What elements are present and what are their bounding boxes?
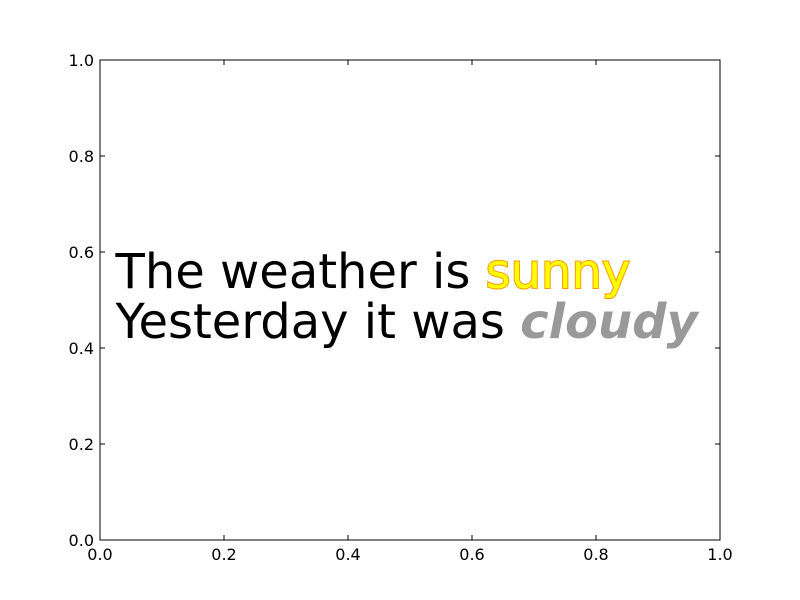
y-tick-label: 1.0 [69, 51, 94, 70]
annotation-line-2-plain: Yesterday it was [115, 294, 521, 350]
x-tick-label: 0.0 [87, 545, 112, 564]
tick-labels: 0.0 0.2 0.4 0.6 0.8 1.0 0.0 0.2 0.4 0.6 0.8 1.0 [69, 51, 733, 564]
annotation-word-cloudy: cloudy [520, 294, 699, 350]
y-tick-label: 0.2 [69, 435, 94, 454]
plot-frame [99, 59, 721, 541]
annotation-line-2: Yesterday it was cloudy [115, 294, 700, 350]
y-tick-label: 0.4 [69, 339, 94, 358]
x-tick-label: 0.2 [211, 545, 236, 564]
x-tick-label: 0.4 [335, 545, 360, 564]
annotation-line-1: The weather is sunny [115, 244, 631, 300]
y-tick-label: 0.6 [69, 243, 94, 262]
x-tick-label: 1.0 [707, 545, 732, 564]
annotation-word-sunny: sunny [486, 244, 631, 300]
plot-area [100, 60, 720, 540]
y-tick-label: 0.0 [69, 531, 94, 550]
x-tick-label: 0.6 [459, 545, 484, 564]
y-tick-label: 0.8 [69, 147, 94, 166]
x-tick-label: 0.8 [583, 545, 608, 564]
annotation-line-1-plain: The weather is [115, 244, 486, 300]
